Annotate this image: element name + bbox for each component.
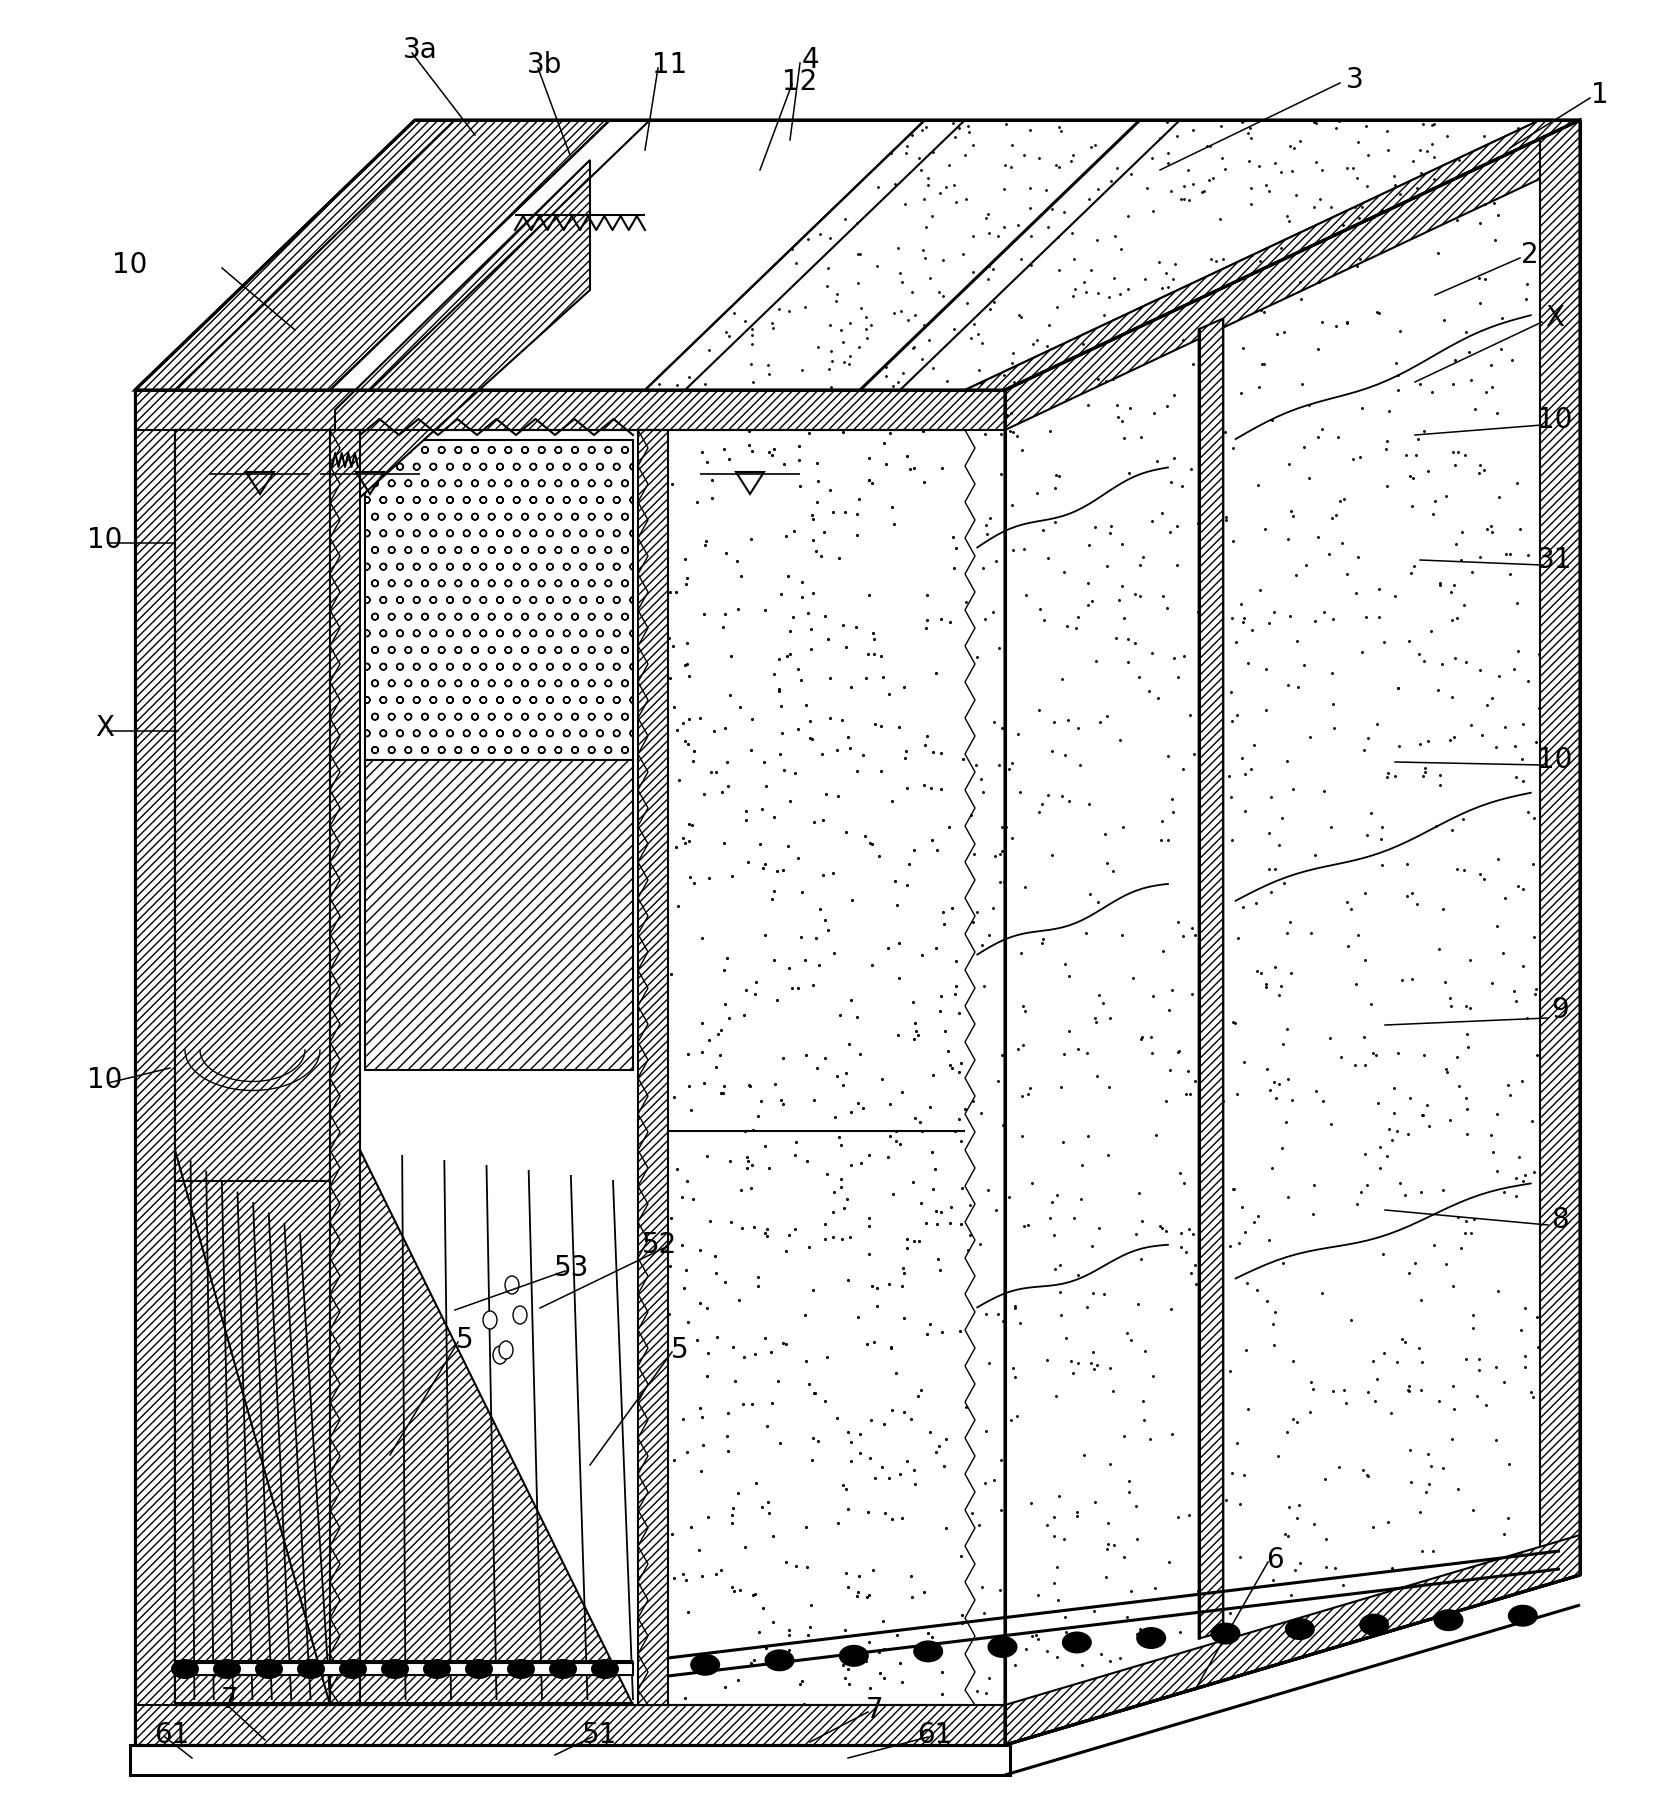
Text: 5: 5 [672, 1337, 688, 1364]
Text: 9: 9 [1551, 996, 1569, 1025]
Polygon shape [1199, 319, 1223, 1638]
Text: 8: 8 [1551, 1207, 1569, 1234]
Ellipse shape [171, 1660, 199, 1680]
Ellipse shape [1434, 1609, 1464, 1631]
Polygon shape [174, 429, 330, 1705]
Ellipse shape [1508, 1606, 1538, 1627]
Text: 6: 6 [1266, 1546, 1283, 1575]
Text: 10: 10 [1538, 747, 1573, 774]
Ellipse shape [591, 1660, 620, 1680]
Bar [131, 1744, 1010, 1775]
Ellipse shape [1285, 1618, 1315, 1640]
Text: 12: 12 [782, 69, 817, 96]
Text: 3: 3 [1347, 67, 1363, 94]
Polygon shape [360, 429, 638, 1705]
Polygon shape [965, 161, 1539, 1705]
Polygon shape [136, 1705, 1005, 1744]
Ellipse shape [1211, 1622, 1241, 1645]
Ellipse shape [690, 1654, 720, 1676]
Ellipse shape [1136, 1627, 1166, 1649]
Ellipse shape [499, 1340, 513, 1358]
Polygon shape [136, 390, 174, 1744]
Polygon shape [668, 429, 965, 1705]
Ellipse shape [492, 1346, 508, 1364]
Ellipse shape [764, 1649, 794, 1671]
Polygon shape [136, 121, 456, 390]
Ellipse shape [1062, 1631, 1092, 1654]
Ellipse shape [513, 1306, 528, 1324]
Ellipse shape [424, 1660, 451, 1680]
Polygon shape [335, 161, 590, 520]
Text: X: X [95, 714, 114, 741]
Ellipse shape [338, 1660, 367, 1680]
Text: 10: 10 [87, 527, 122, 554]
Text: 10: 10 [112, 251, 147, 280]
Ellipse shape [380, 1660, 409, 1680]
Ellipse shape [296, 1660, 325, 1680]
Polygon shape [136, 390, 1005, 1744]
Polygon shape [136, 390, 1005, 429]
Ellipse shape [839, 1645, 869, 1667]
Text: 61: 61 [918, 1721, 953, 1750]
Ellipse shape [913, 1640, 943, 1663]
Polygon shape [1005, 121, 1580, 1744]
Text: 11: 11 [652, 51, 688, 79]
Ellipse shape [466, 1660, 492, 1680]
Text: 7: 7 [221, 1687, 240, 1714]
Ellipse shape [255, 1660, 283, 1680]
Polygon shape [1005, 1535, 1580, 1744]
Text: 10: 10 [1538, 406, 1573, 435]
Ellipse shape [508, 1660, 534, 1680]
Ellipse shape [549, 1660, 576, 1680]
Text: 52: 52 [643, 1230, 678, 1259]
Text: 1: 1 [1591, 81, 1608, 108]
Text: 31: 31 [1538, 547, 1573, 574]
Polygon shape [365, 759, 633, 1070]
Text: 10: 10 [87, 1066, 122, 1093]
Ellipse shape [504, 1275, 519, 1293]
Text: 2: 2 [1521, 242, 1539, 269]
Ellipse shape [213, 1660, 241, 1680]
Ellipse shape [1358, 1613, 1389, 1636]
Bar [174, 1663, 633, 1674]
Text: 53: 53 [554, 1254, 590, 1283]
Polygon shape [174, 121, 610, 390]
Text: 4: 4 [801, 45, 819, 74]
Polygon shape [136, 121, 1580, 390]
Text: 3b: 3b [528, 51, 563, 79]
Text: X: X [1546, 305, 1564, 332]
Polygon shape [965, 121, 1580, 390]
Polygon shape [965, 121, 1580, 390]
Ellipse shape [988, 1636, 1017, 1658]
Text: 3a: 3a [402, 36, 437, 63]
Polygon shape [638, 429, 668, 1705]
Polygon shape [360, 1149, 633, 1705]
Ellipse shape [482, 1312, 497, 1330]
Text: 61: 61 [154, 1721, 189, 1750]
Polygon shape [365, 440, 633, 759]
Polygon shape [1005, 121, 1580, 1744]
Text: 7: 7 [866, 1696, 884, 1725]
Text: 5: 5 [456, 1326, 474, 1355]
Polygon shape [330, 429, 360, 1705]
Text: 51: 51 [583, 1721, 618, 1750]
Polygon shape [174, 1149, 330, 1705]
Polygon shape [330, 121, 925, 390]
Polygon shape [1539, 121, 1580, 1575]
Polygon shape [645, 121, 1580, 390]
Polygon shape [1005, 121, 1580, 429]
